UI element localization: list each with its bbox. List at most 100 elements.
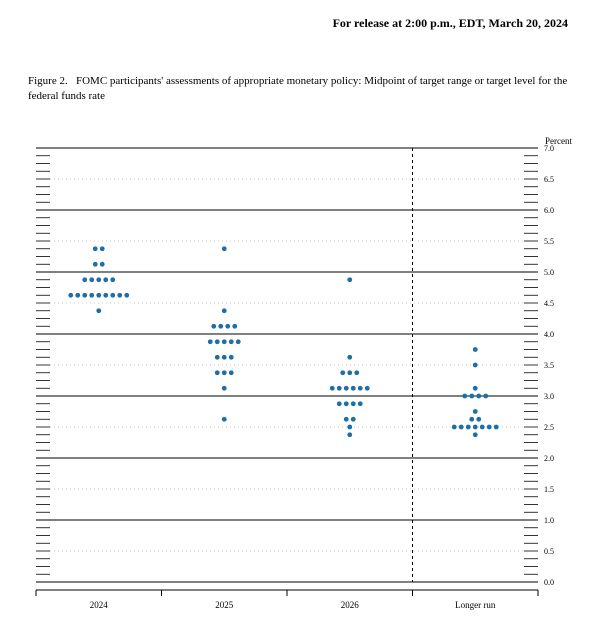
release-line: For release at 2:00 p.m., EDT, March 20,…	[333, 16, 568, 31]
data-dot	[466, 425, 471, 430]
data-dot	[473, 386, 478, 391]
data-dot	[100, 246, 105, 251]
data-dot	[103, 277, 108, 282]
data-dot	[473, 409, 478, 414]
data-dot	[347, 277, 352, 282]
data-dot	[347, 432, 352, 437]
data-dot	[473, 363, 478, 368]
page: { "header": { "release_text": "For relea…	[0, 0, 602, 638]
data-dot	[487, 425, 492, 430]
y-tick-label: 2.5	[544, 423, 554, 432]
y-tick-label: 1.5	[544, 485, 554, 494]
data-dot	[344, 386, 349, 391]
data-dot	[347, 355, 352, 360]
data-dot	[222, 355, 227, 360]
y-tick-label: 4.0	[544, 330, 554, 339]
data-dot	[459, 425, 464, 430]
x-category-label: 2024	[90, 600, 109, 610]
dot-plot-chart: 0.00.51.01.52.02.53.03.54.04.55.05.56.06…	[28, 132, 576, 616]
data-dot	[340, 370, 345, 375]
data-dot	[96, 308, 101, 313]
data-dot	[494, 425, 499, 430]
data-dot	[365, 386, 370, 391]
data-dot	[473, 425, 478, 430]
data-dot	[222, 417, 227, 422]
data-dot	[358, 386, 363, 391]
x-category-label: 2026	[341, 600, 360, 610]
data-dot	[452, 425, 457, 430]
y-tick-label: 5.5	[544, 237, 554, 246]
data-dot	[337, 386, 342, 391]
data-dot	[469, 417, 474, 422]
data-dot	[222, 386, 227, 391]
data-dot	[351, 417, 356, 422]
data-dot	[103, 293, 108, 298]
data-dot	[110, 293, 115, 298]
data-dot	[96, 293, 101, 298]
data-dot	[337, 401, 342, 406]
data-dot	[208, 339, 213, 344]
data-dot	[229, 339, 234, 344]
data-dot	[100, 262, 105, 267]
data-dot	[215, 370, 220, 375]
data-dot	[330, 386, 335, 391]
x-category-label: Longer run	[455, 600, 496, 610]
data-dot	[215, 355, 220, 360]
data-dot	[96, 277, 101, 282]
data-dot	[473, 347, 478, 352]
chart-svg: 0.00.51.01.52.02.53.03.54.04.55.05.56.06…	[28, 132, 576, 616]
data-dot	[344, 417, 349, 422]
data-dot	[215, 339, 220, 344]
data-dot	[218, 324, 223, 329]
data-dot	[222, 339, 227, 344]
y-tick-label: 6.5	[544, 175, 554, 184]
figure-caption: Figure 2. FOMC participants' assessments…	[28, 74, 568, 104]
data-dot	[110, 277, 115, 282]
y-tick-label: 5.0	[544, 268, 554, 277]
data-dot	[229, 355, 234, 360]
data-dot	[476, 394, 481, 399]
data-dot	[225, 324, 230, 329]
data-dot	[89, 293, 94, 298]
data-dot	[347, 370, 352, 375]
data-dot	[473, 432, 478, 437]
data-dot	[232, 324, 237, 329]
data-dot	[351, 386, 356, 391]
data-dot	[236, 339, 241, 344]
x-category-label: 2025	[215, 600, 234, 610]
y-tick-label: 6.0	[544, 206, 554, 215]
data-dot	[354, 370, 359, 375]
data-dot	[229, 370, 234, 375]
figure-caption-text: FOMC participants' assessments of approp…	[28, 75, 567, 102]
data-dot	[124, 293, 129, 298]
data-dot	[222, 246, 227, 251]
data-dot	[89, 277, 94, 282]
data-dot	[344, 401, 349, 406]
y-tick-label: 0.5	[544, 547, 554, 556]
data-dot	[469, 394, 474, 399]
y-tick-label: 2.0	[544, 454, 554, 463]
data-dot	[347, 425, 352, 430]
data-dot	[211, 324, 216, 329]
y-tick-label: 3.5	[544, 361, 554, 370]
data-dot	[82, 293, 87, 298]
data-dot	[222, 308, 227, 313]
data-dot	[222, 370, 227, 375]
data-dot	[476, 417, 481, 422]
y-axis-label: Percent	[545, 136, 572, 146]
data-dot	[480, 425, 485, 430]
data-dot	[68, 293, 73, 298]
data-dot	[117, 293, 122, 298]
data-dot	[483, 394, 488, 399]
data-dot	[358, 401, 363, 406]
data-dot	[75, 293, 80, 298]
figure-label: Figure 2.	[28, 75, 68, 87]
y-tick-label: 4.5	[544, 299, 554, 308]
y-tick-label: 0.0	[544, 578, 554, 587]
data-dot	[351, 401, 356, 406]
y-tick-label: 1.0	[544, 516, 554, 525]
data-dot	[93, 246, 98, 251]
data-dot	[82, 277, 87, 282]
data-dot	[93, 262, 98, 267]
data-dot	[462, 394, 467, 399]
